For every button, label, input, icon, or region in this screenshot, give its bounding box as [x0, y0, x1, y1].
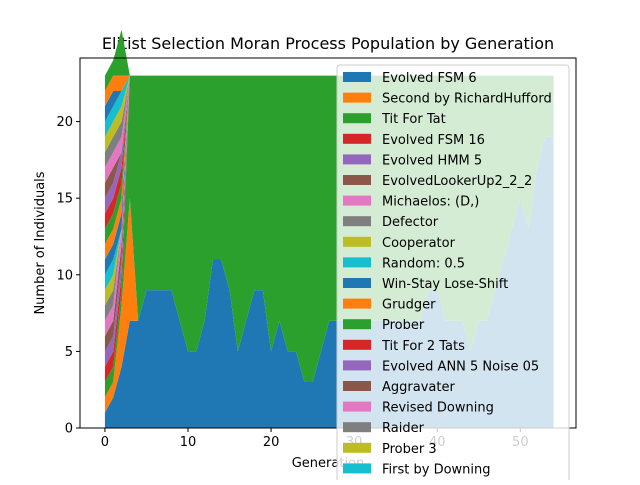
- legend-swatch: [343, 463, 371, 474]
- legend-swatch: [343, 92, 371, 103]
- legend-swatch: [343, 278, 371, 288]
- legend-swatch: [343, 236, 371, 247]
- legend-swatch: [343, 422, 371, 433]
- legend-label: Michaelos: (D,): [382, 195, 479, 210]
- legend-label: Tit For Tat: [381, 112, 446, 127]
- legend-label: Prober 3: [382, 442, 437, 457]
- legend-label: Grudger: [382, 298, 436, 313]
- legend-label: First by Downing: [382, 462, 491, 477]
- legend-label: Raider: [382, 421, 425, 436]
- y-tick-label: 20: [56, 115, 73, 130]
- legend-label: Win-Stay Lose-Shift: [382, 277, 508, 292]
- legend-label: Tit For 2 Tats: [381, 339, 465, 354]
- x-tick-label: 10: [180, 435, 197, 450]
- legend-label: Prober: [382, 318, 425, 333]
- legend-label: Evolved FSM 6: [382, 71, 477, 86]
- legend-swatch: [343, 195, 371, 206]
- legend-swatch: [343, 72, 371, 82]
- legend-swatch: [343, 154, 371, 165]
- legend-label: Evolved HMM 5: [382, 153, 482, 168]
- x-tick-label: 20: [263, 435, 280, 450]
- legend-label: Aggravater: [382, 380, 455, 395]
- legend-swatch: [343, 175, 371, 185]
- legend-label: Evolved ANN 5 Noise 05: [382, 359, 539, 374]
- legend-swatch: [343, 339, 371, 350]
- y-tick-label: 15: [56, 192, 73, 207]
- x-tick-label: 0: [101, 435, 109, 450]
- legend-swatch: [343, 442, 371, 453]
- legend-label: Evolved FSM 16: [382, 133, 485, 148]
- legend-label: Defector: [382, 215, 439, 230]
- legend-swatch: [343, 216, 371, 227]
- legend-swatch: [343, 319, 371, 330]
- legend-label: Random: 0.5: [382, 256, 465, 271]
- legend-label: Cooperator: [382, 236, 456, 251]
- legend-swatch: [343, 401, 371, 412]
- y-tick-label: 0: [65, 422, 73, 437]
- chart-title: Elitist Selection Moran Process Populati…: [102, 34, 554, 53]
- legend-swatch: [343, 360, 371, 371]
- legend-swatch: [343, 381, 371, 391]
- legend-swatch: [343, 133, 371, 144]
- legend-swatch: [343, 113, 371, 124]
- y-tick-label: 5: [65, 345, 73, 360]
- legend-label: Second by RichardHufford: [382, 92, 552, 107]
- legend-swatch: [343, 298, 371, 309]
- legend-label: Revised Downing: [382, 401, 494, 416]
- legend-swatch: [343, 257, 371, 268]
- plot-frame: [79, 57, 577, 429]
- legend-box: [336, 64, 570, 485]
- legend-label: EvolvedLookerUp2_2_2: [382, 174, 532, 189]
- y-axis-label: Number of Individuals: [33, 171, 48, 314]
- y-axis-ticks: 0 5 10 15 20: [56, 115, 80, 437]
- y-tick-label: 10: [56, 268, 73, 283]
- legend: Evolved FSM 6 Second by RichardHufford Tit…: [336, 64, 570, 485]
